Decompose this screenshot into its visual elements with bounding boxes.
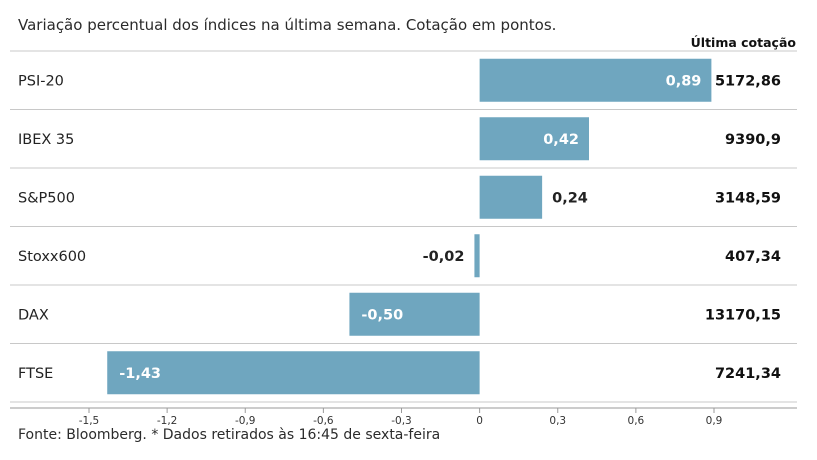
last-quote-value: 7241,34 <box>715 366 781 382</box>
bar <box>479 175 543 219</box>
data-label: -1,43 <box>119 366 161 382</box>
last-quote-value: 407,34 <box>725 249 781 265</box>
last-quote-column-header: Última cotação <box>690 35 796 50</box>
x-tick-label: -1,5 <box>79 415 100 425</box>
data-label: 0,24 <box>552 190 588 206</box>
x-tick-label: -0,3 <box>391 415 412 425</box>
category-label: S&P500 <box>18 190 75 206</box>
x-tick-label: 0 <box>476 415 483 425</box>
bar <box>107 351 480 395</box>
x-tick-label: -0,9 <box>235 415 256 425</box>
bar <box>474 234 480 278</box>
x-tick-label: 0,3 <box>549 415 566 425</box>
data-label: -0,50 <box>361 307 403 323</box>
x-tick-label: -1,2 <box>157 415 178 425</box>
source-note: Fonte: Bloomberg. * Dados retirados às 1… <box>18 427 441 443</box>
data-label: 0,42 <box>543 132 579 148</box>
last-quote-value: 5172,86 <box>715 73 781 89</box>
data-label: -0,02 <box>423 249 465 265</box>
chart-subtitle: Variação percentual dos índices na últim… <box>18 16 557 34</box>
bar-chart: PSI-20 0,89 5172,86 IBEX 35 0,42 9390,9 S&P500… <box>10 50 797 425</box>
category-label: Stoxx600 <box>18 249 86 265</box>
x-tick-label: 0,9 <box>706 415 723 425</box>
bar <box>349 292 480 336</box>
category-label: PSI-20 <box>18 73 64 89</box>
last-quote-value: 9390,9 <box>725 132 781 148</box>
bar <box>479 117 589 161</box>
bar <box>479 58 712 102</box>
x-tick-label: -0,6 <box>313 415 334 425</box>
last-quote-value: 3148,59 <box>715 190 781 206</box>
x-tick-label: 0,6 <box>628 415 645 425</box>
last-quote-value: 13170,15 <box>705 307 781 323</box>
category-label: IBEX 35 <box>18 132 74 148</box>
category-label: DAX <box>18 307 49 323</box>
category-label: FTSE <box>18 366 53 382</box>
data-label: 0,89 <box>666 73 702 89</box>
